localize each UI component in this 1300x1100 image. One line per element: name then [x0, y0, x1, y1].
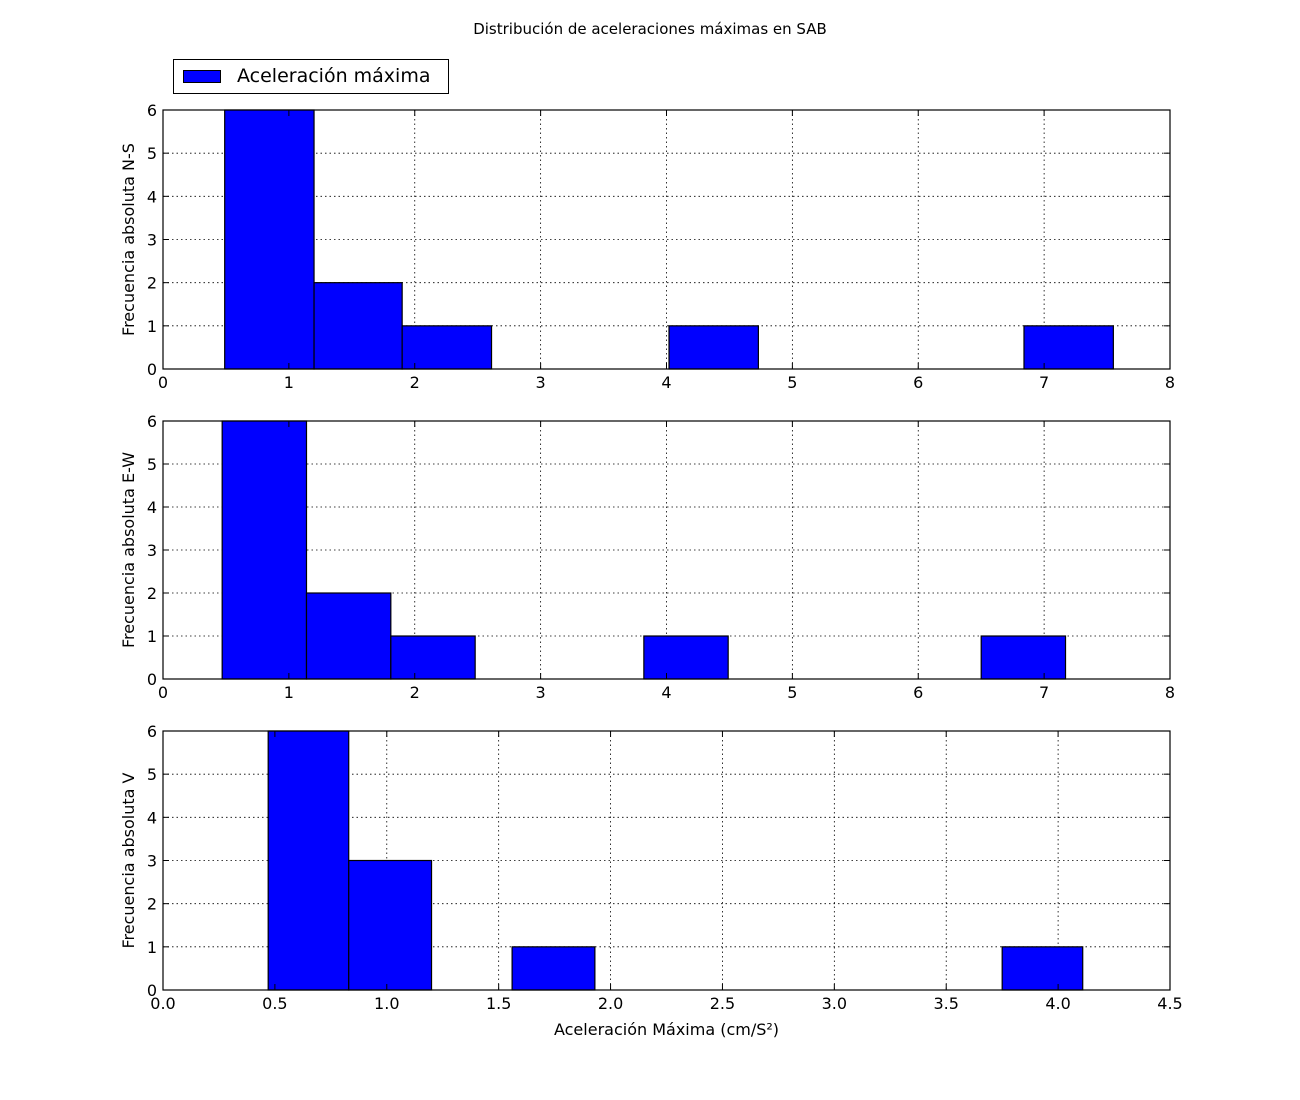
legend: Aceleración máxima [173, 59, 449, 94]
x-tick-label: 8 [1165, 683, 1175, 702]
histogram-bar [221, 420, 308, 680]
histogram-bar [668, 325, 759, 370]
histogram-bar [643, 635, 729, 680]
histogram-bar [305, 592, 392, 680]
y-tick-label: 3 [147, 852, 157, 871]
y-tick-label: 0 [147, 670, 157, 689]
histogram-bar [1001, 946, 1084, 991]
legend-label: Aceleración máxima [237, 65, 431, 87]
y-tick-label: 1 [147, 317, 157, 336]
y-tick-label: 5 [147, 765, 157, 784]
x-tick-label: 1 [284, 683, 294, 702]
x-tick-label: 0 [158, 373, 168, 392]
x-tick-label: 3.5 [933, 994, 958, 1013]
histogram-bar [348, 859, 433, 991]
y-tick-label: 1 [147, 938, 157, 957]
x-tick-label: 3.0 [822, 994, 847, 1013]
x-tick-label: 2.0 [598, 994, 623, 1013]
histogram-bar [511, 946, 596, 991]
y-tick-label: 0 [147, 360, 157, 379]
y-tick-label: 6 [147, 722, 157, 741]
x-tick-label: 7 [1039, 683, 1049, 702]
x-tick-label: 6 [913, 373, 923, 392]
histogram-bar [401, 325, 493, 370]
histogram-bar [313, 282, 403, 370]
x-tick-label: 4 [661, 373, 671, 392]
y-tick-label: 1 [147, 627, 157, 646]
y-tick-label: 6 [147, 101, 157, 120]
y-tick-label: 4 [147, 498, 157, 517]
x-tick-label: 5 [787, 373, 797, 392]
y-tick-label: 4 [147, 808, 157, 827]
histogram-bar [1023, 325, 1114, 370]
y-tick-label: 3 [147, 541, 157, 560]
figure-title: Distribución de aceleraciones máximas en… [473, 20, 827, 38]
histogram-bar [267, 730, 350, 991]
y-tick-label: 2 [147, 584, 157, 603]
legend-swatch [183, 70, 221, 83]
histogram-bar [224, 109, 315, 370]
x-tick-label: 2 [410, 683, 420, 702]
x-tick-label: 5 [787, 683, 797, 702]
x-tick-label: 1 [284, 373, 294, 392]
x-tick-label: 7 [1039, 373, 1049, 392]
x-tick-label: 1.0 [374, 994, 399, 1013]
y-tick-label: 2 [147, 895, 157, 914]
x-tick-label: 0.0 [150, 994, 175, 1013]
y-tick-label: 3 [147, 231, 157, 250]
x-tick-label: 3 [536, 683, 546, 702]
x-tick-label: 1.5 [486, 994, 511, 1013]
x-tick-label: 3 [536, 373, 546, 392]
panel-1: 0 1 2 3 4 5 6 7 8 0 1 2 3 4 5 6 Frecuencia absoluta N-S [119, 101, 1175, 392]
panel-3: 0.0 0.5 1.0 1.5 2.0 2.5 3.0 3.5 4.0 4.5 0 1 2 3 4 5 6 Fre… [119, 722, 1183, 1039]
y-tick-label: 2 [147, 274, 157, 293]
x-tick-label: 6 [913, 683, 923, 702]
panel-2: 0 1 2 3 4 5 6 7 8 0 1 2 3 4 5 6 Frecuencia absoluta E-W [119, 412, 1175, 702]
y-axis-label: Frecuencia absoluta N-S [119, 143, 138, 336]
y-tick-label: 5 [147, 455, 157, 474]
y-axis-label: Frecuencia absoluta E-W [119, 452, 138, 648]
x-tick-label: 2 [410, 373, 420, 392]
x-tick-label: 0.5 [262, 994, 287, 1013]
y-tick-label: 6 [147, 412, 157, 431]
y-axis-label: Frecuencia absoluta V [119, 772, 138, 948]
x-axis-label: Aceleración Máxima (cm/S²) [554, 1020, 779, 1039]
x-tick-label: 2.5 [710, 994, 735, 1013]
y-tick-label: 0 [147, 981, 157, 1000]
y-tick-label: 4 [147, 187, 157, 206]
x-tick-label: 4 [661, 683, 671, 702]
x-tick-label: 0 [158, 683, 168, 702]
x-tick-label: 8 [1165, 373, 1175, 392]
histogram-bar [390, 635, 476, 680]
x-tick-label: 4.5 [1157, 994, 1182, 1013]
x-tick-label: 4.0 [1045, 994, 1070, 1013]
y-tick-label: 5 [147, 144, 157, 163]
histogram-bar [980, 635, 1067, 680]
